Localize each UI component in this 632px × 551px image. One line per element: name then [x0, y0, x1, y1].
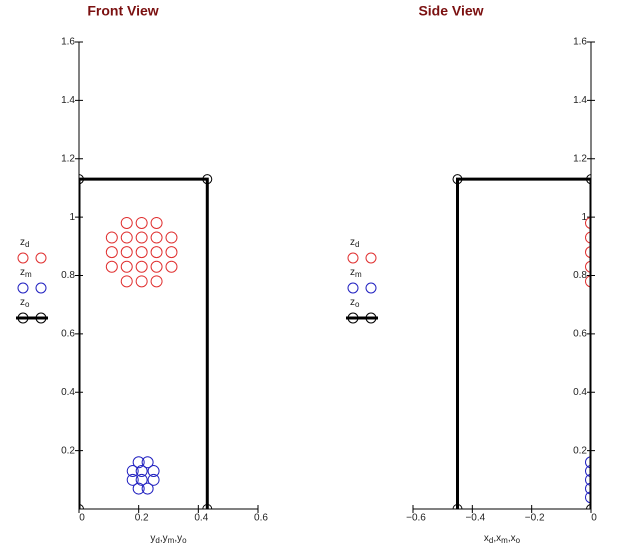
point — [126, 465, 139, 478]
point — [202, 504, 213, 509]
point — [135, 275, 148, 288]
point — [150, 260, 163, 273]
point — [585, 260, 591, 273]
x-tick-label: 0.2 — [135, 513, 149, 524]
chart-title: Side View — [418, 3, 483, 19]
x-axis-label: xd,xm,xo — [484, 533, 521, 545]
point — [141, 456, 154, 469]
y-tick-label: 0.6 — [573, 329, 587, 340]
x-tick-label: 0.4 — [194, 513, 208, 524]
point — [126, 473, 139, 486]
point — [135, 231, 148, 244]
point — [147, 473, 160, 486]
legend-label: zd — [20, 237, 29, 249]
point — [585, 482, 591, 495]
point — [585, 275, 591, 288]
point — [120, 216, 133, 229]
y-tick-label: 0.4 — [61, 387, 75, 398]
point — [79, 174, 84, 185]
x-tick-label: −0.6 — [406, 513, 426, 524]
legend-symbol — [347, 252, 359, 264]
legend-symbol — [365, 252, 377, 264]
point — [132, 456, 145, 469]
y-tick-label: 1.4 — [61, 95, 75, 106]
point — [586, 174, 591, 185]
point — [585, 491, 591, 504]
point — [150, 275, 163, 288]
y-tick-label: 1.6 — [573, 37, 587, 48]
legend-symbol — [347, 282, 359, 294]
point — [202, 174, 213, 185]
y-tick-label: 0.2 — [61, 445, 75, 456]
y-tick-label: 1.4 — [573, 95, 587, 106]
x-tick-label: 0 — [591, 513, 597, 524]
point — [105, 246, 118, 259]
point — [150, 246, 163, 259]
point — [132, 482, 145, 495]
legend-symbol — [365, 282, 377, 294]
point — [120, 275, 133, 288]
x-tick-label: 0.6 — [254, 513, 268, 524]
series-line — [79, 177, 209, 509]
point — [165, 246, 178, 259]
legend-symbol — [17, 282, 29, 294]
point — [585, 473, 591, 486]
y-tick-label: 1 — [581, 212, 587, 223]
y-tick-label: 1.2 — [61, 153, 75, 164]
y-tick-label: 0.8 — [573, 270, 587, 281]
x-tick-label: 0 — [79, 513, 85, 524]
legend-symbol — [17, 252, 29, 264]
point — [585, 231, 591, 244]
point — [147, 465, 160, 478]
legend-label: zo — [350, 297, 360, 309]
legend-symbol — [35, 282, 47, 294]
y-tick-label: 1 — [69, 212, 75, 223]
point — [585, 216, 591, 229]
point — [585, 456, 591, 469]
plot-area — [79, 174, 213, 509]
point — [105, 260, 118, 273]
legend-label: zm — [350, 267, 362, 279]
point — [135, 260, 148, 273]
point — [165, 260, 178, 273]
y-tick-label: 1.6 — [61, 37, 75, 48]
legend-label: zm — [20, 267, 32, 279]
x-tick-label: −0.2 — [525, 513, 545, 524]
series-line — [456, 177, 591, 509]
point — [452, 504, 463, 509]
point — [150, 231, 163, 244]
point — [585, 246, 591, 259]
y-tick-label: 0.6 — [61, 329, 75, 340]
y-tick-label: 0.8 — [61, 270, 75, 281]
x-axis-label: yd,ym,yo — [150, 533, 187, 545]
point — [150, 216, 163, 229]
point — [135, 216, 148, 229]
point — [585, 465, 591, 478]
point — [120, 260, 133, 273]
point — [452, 174, 463, 185]
plot-area — [452, 174, 591, 509]
x-tick-label: −0.4 — [465, 513, 485, 524]
point — [141, 482, 154, 495]
y-tick-label: 0.2 — [573, 445, 587, 456]
point — [165, 231, 178, 244]
point — [135, 473, 148, 486]
legend-symbol — [35, 252, 47, 264]
point — [120, 231, 133, 244]
point — [105, 231, 118, 244]
chart-title: Front View — [87, 3, 158, 19]
legend-label: zo — [20, 297, 30, 309]
y-tick-label: 0.4 — [573, 387, 587, 398]
y-tick-label: 1.2 — [573, 153, 587, 164]
point — [120, 246, 133, 259]
legend-label: zd — [350, 237, 359, 249]
point — [135, 465, 148, 478]
point — [135, 246, 148, 259]
